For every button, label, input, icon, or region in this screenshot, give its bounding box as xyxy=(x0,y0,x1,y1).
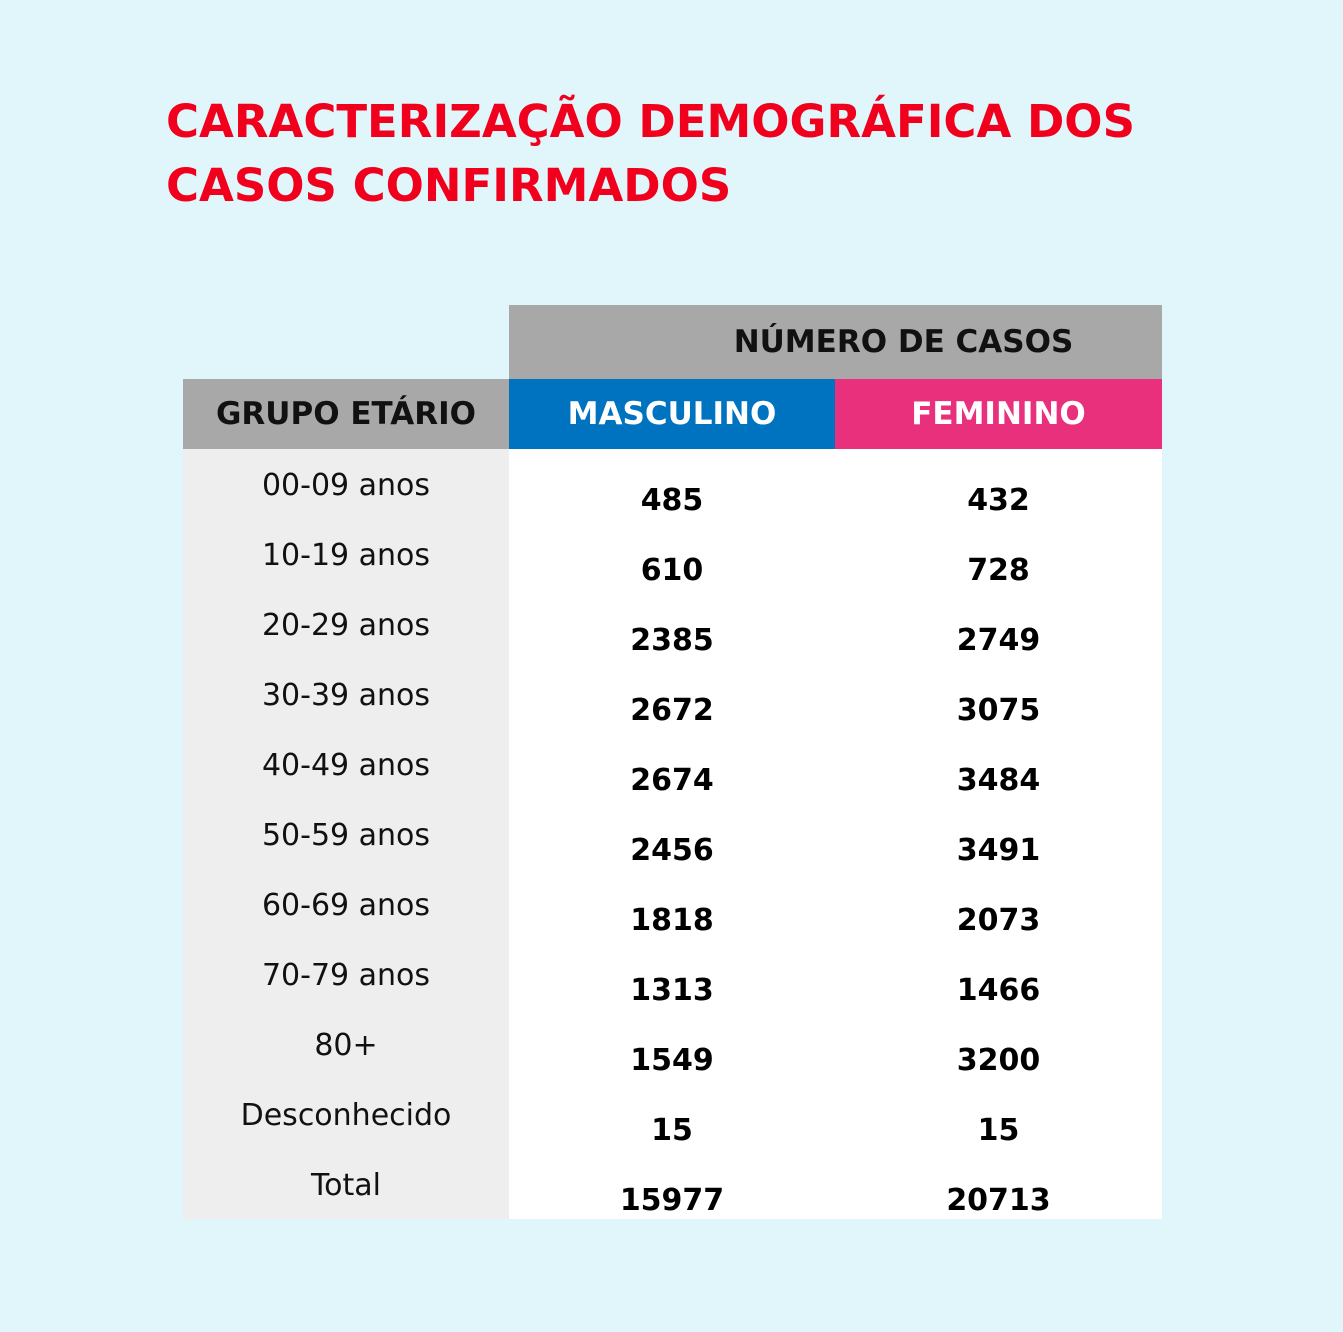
table-row: 80+ 1549 3200 xyxy=(183,1009,1162,1079)
table-row: 10-19 anos 610 728 xyxy=(183,519,1162,589)
table-row-total: Total 15977 20713 xyxy=(183,1149,1162,1219)
age-group-cell: 40-49 anos xyxy=(261,748,431,783)
age-group-cell: Total xyxy=(310,1168,382,1203)
table-row: 60-69 anos 1818 2073 xyxy=(183,869,1162,939)
age-group-cell: Desconhecido xyxy=(240,1098,452,1133)
title-line-1: CARACTERIZAÇÃO DEMOGRÁFICA DOS xyxy=(166,95,1135,148)
column-header-female: FEMININO xyxy=(835,379,1162,449)
column-header-male: MASCULINO xyxy=(509,379,835,449)
male-count-cell: 610 xyxy=(640,553,704,588)
age-column-background xyxy=(183,449,509,1219)
table-row: 00-09 anos 485 432 xyxy=(183,449,1162,519)
table-row: 20-29 anos 2385 2749 xyxy=(183,589,1162,659)
male-count-cell: 2674 xyxy=(630,763,714,798)
male-count-cell: 15977 xyxy=(619,1183,725,1218)
values-column-background xyxy=(509,449,1162,1219)
male-count-cell: 485 xyxy=(640,483,704,518)
female-count-cell: 15 xyxy=(977,1113,1020,1148)
age-group-cell: 60-69 anos xyxy=(261,888,431,923)
age-group-cell: 70-79 anos xyxy=(261,958,431,993)
table-row: 40-49 anos 2674 3484 xyxy=(183,729,1162,799)
male-count-cell: 1549 xyxy=(630,1043,714,1078)
female-count-cell: 728 xyxy=(967,553,1030,588)
age-group-cell: 80+ xyxy=(314,1028,378,1063)
age-group-cell: 00-09 anos xyxy=(261,468,431,503)
male-count-cell: 2672 xyxy=(630,693,714,728)
female-count-cell: 20713 xyxy=(946,1183,1051,1218)
male-count-cell: 1818 xyxy=(630,903,714,938)
female-count-cell: 3491 xyxy=(956,833,1041,868)
male-count-cell: 15 xyxy=(651,1113,693,1148)
male-count-cell: 1313 xyxy=(630,973,714,1008)
female-count-cell: 432 xyxy=(967,483,1030,518)
age-group-cell: 10-19 anos xyxy=(261,538,431,573)
title-line-2: CASOS CONFIRMADOS xyxy=(166,159,732,212)
female-count-cell: 3200 xyxy=(956,1043,1041,1078)
female-count-cell: 3075 xyxy=(956,693,1041,728)
age-group-cell: 50-59 anos xyxy=(261,818,431,853)
table-row: 70-79 anos 1313 1466 xyxy=(183,939,1162,1009)
column-header-age-group: GRUPO ETÁRIO xyxy=(183,379,509,449)
age-group-cell: 20-29 anos xyxy=(261,608,431,643)
male-count-cell: 2456 xyxy=(630,833,714,868)
female-count-cell: 2749 xyxy=(956,623,1041,658)
female-count-cell: 2073 xyxy=(956,903,1041,938)
table-row: Desconhecido 15 15 xyxy=(183,1079,1162,1149)
group-header-number-of-cases: NÚMERO DE CASOS xyxy=(509,305,1162,379)
age-group-cell: 30-39 anos xyxy=(261,678,431,713)
table-row: 50-59 anos 2456 3491 xyxy=(183,799,1162,869)
page-title: CARACTERIZAÇÃO DEMOGRÁFICA DOS CASOS CON… xyxy=(166,90,1266,218)
female-count-cell: 3484 xyxy=(956,763,1041,798)
male-count-cell: 2385 xyxy=(630,623,714,658)
table-row: 30-39 anos 2672 3075 xyxy=(183,659,1162,729)
female-count-cell: 1466 xyxy=(956,973,1041,1008)
